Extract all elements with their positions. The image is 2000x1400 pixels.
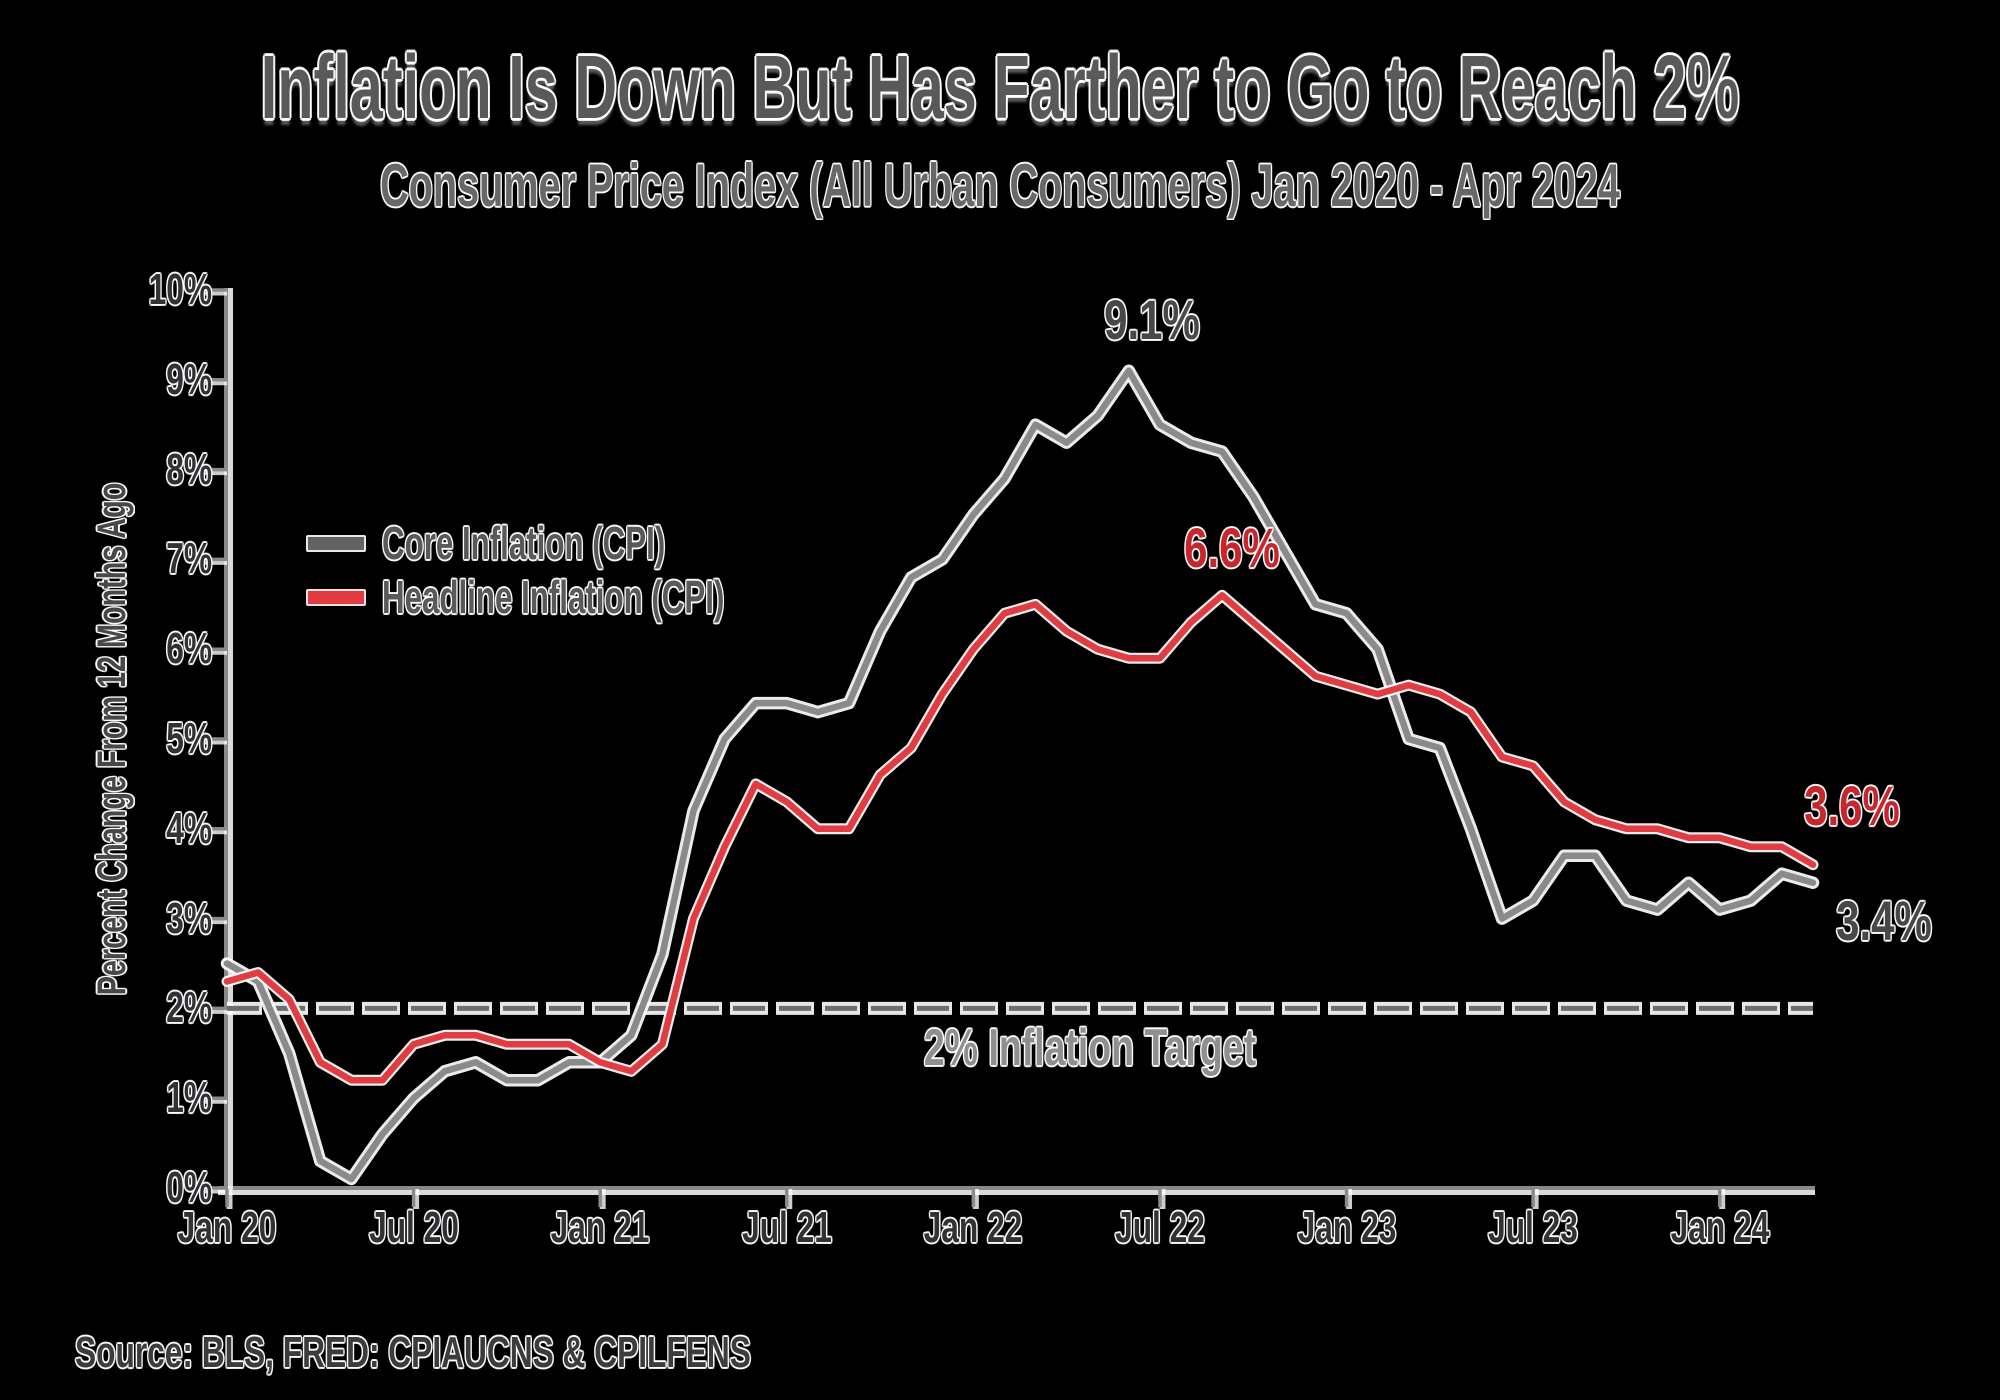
y-axis-title: Percent Change From 12 Months Ago xyxy=(90,482,134,996)
legend-item-core: Core Inflation (CPI) xyxy=(306,520,885,566)
x-tick-label: Jul 22 xyxy=(1115,1203,1205,1252)
y-tick-label: 2% xyxy=(166,983,212,1032)
x-tick-label: Jul 23 xyxy=(1488,1203,1578,1252)
headline-line xyxy=(223,592,1817,1084)
legend-label-headline: Headline Inflation (CPI) xyxy=(382,571,725,623)
chart-title: Inflation Is Down But Has Farther to Go … xyxy=(260,38,1740,138)
x-tick-label: Jan 20 xyxy=(177,1203,277,1252)
y-tick-label: 10% xyxy=(148,265,212,314)
y-tick-label: 4% xyxy=(166,804,212,853)
annotation-peak-red: 6.6% xyxy=(1184,516,1280,579)
y-tick-label: 7% xyxy=(166,534,212,583)
y-tick-label: 0% xyxy=(166,1163,212,1212)
y-tick-label: 5% xyxy=(166,714,212,763)
x-tick-label: Jan 22 xyxy=(923,1203,1023,1252)
annotation-end-gray: 3.4% xyxy=(1836,889,1932,952)
legend-label-core: Core Inflation (CPI) xyxy=(382,517,666,569)
annotation-target-label: 2% Inflation Target xyxy=(923,1019,1257,1077)
x-tick-label: Jan 21 xyxy=(550,1203,650,1252)
y-tick-label: 3% xyxy=(166,894,212,943)
y-tick-label: 8% xyxy=(166,445,212,494)
core-line xyxy=(223,367,1817,1183)
annotation-end-red: 3.6% xyxy=(1804,774,1900,837)
x-tick-label: Jul 21 xyxy=(742,1203,832,1252)
core-line-swatch-icon xyxy=(306,534,366,552)
y-tick-label: 1% xyxy=(166,1073,212,1122)
headline-line-swatch-icon xyxy=(306,588,366,606)
legend-item-headline: Headline Inflation (CPI) xyxy=(306,574,885,620)
y-tick-label: 6% xyxy=(166,624,212,673)
legend: Core Inflation (CPI) Headline Inflation … xyxy=(306,520,885,628)
x-tick-label: Jul 20 xyxy=(369,1203,459,1252)
chart-subtitle: Consumer Price Index (All Urban Consumer… xyxy=(380,152,1620,219)
source-text: Source: BLS, FRED: CPIAUCNS & CPILFENS xyxy=(75,1328,751,1377)
y-tick-label: 9% xyxy=(166,355,212,404)
x-tick-label: Jan 24 xyxy=(1670,1203,1770,1252)
x-tick-label: Jan 23 xyxy=(1297,1203,1397,1252)
annotation-peak-gray: 9.1% xyxy=(1104,288,1200,351)
